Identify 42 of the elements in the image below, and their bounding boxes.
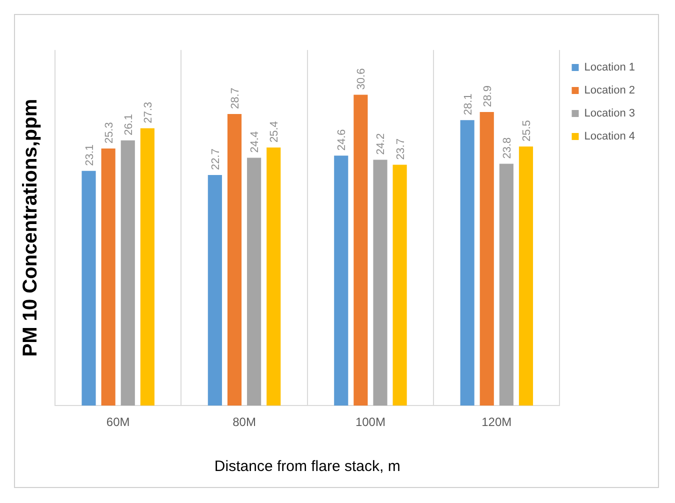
bar (460, 120, 474, 406)
data-label: 28.1 (462, 94, 474, 116)
bar (354, 94, 368, 406)
bar (101, 148, 116, 406)
bar (334, 156, 348, 406)
data-label: 24.6 (336, 129, 348, 151)
x-tick-label: 80M (232, 415, 256, 430)
data-label: 24.2 (375, 133, 388, 155)
legend-label: Location 1 (584, 62, 636, 74)
data-label: 25.5 (520, 120, 533, 142)
bar (518, 146, 534, 406)
data-label: 25.3 (103, 122, 116, 144)
y-axis-title: PM 10 Concentrations,ppm (20, 98, 42, 357)
data-label: 28.9 (482, 86, 494, 107)
data-label: 28.7 (229, 88, 242, 110)
bar (480, 112, 494, 406)
data-label: 25.4 (268, 121, 281, 143)
data-label: 22.7 (210, 148, 222, 170)
bar (266, 148, 281, 406)
data-label: 24.4 (249, 131, 262, 153)
bar (140, 128, 154, 406)
x-tick-label: 120M (482, 415, 512, 430)
x-tick-label: 100M (355, 415, 386, 430)
legend-label: Location 4 (584, 130, 636, 143)
x-tick-label: 60M (106, 415, 130, 430)
bar (82, 170, 96, 406)
data-label: 23.7 (394, 138, 407, 160)
bar (373, 160, 388, 406)
bar (227, 114, 242, 406)
bar (120, 140, 135, 406)
legend-label: Location 3 (584, 108, 636, 120)
bar (247, 158, 262, 406)
bar (499, 164, 514, 406)
data-label: 27.3 (142, 102, 154, 124)
data-label: 23.8 (501, 137, 514, 159)
bar (392, 164, 407, 406)
data-label: 26.1 (122, 114, 135, 136)
data-label: 30.6 (356, 68, 368, 90)
legend-label: Location 2 (584, 84, 636, 97)
data-label: 23.1 (84, 144, 96, 166)
bar (208, 174, 222, 406)
x-axis-title: Distance from flare stack, m (214, 458, 400, 476)
